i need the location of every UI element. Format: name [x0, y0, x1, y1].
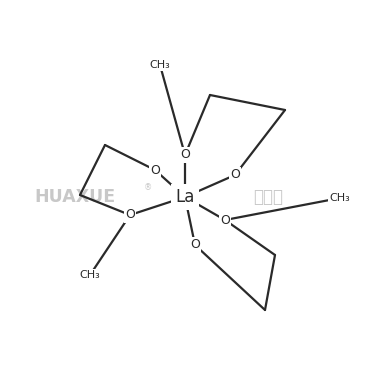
Text: HUAXUE: HUAXUE — [34, 188, 115, 206]
Text: O: O — [190, 238, 200, 252]
Text: O: O — [125, 209, 135, 221]
Text: La: La — [175, 188, 195, 206]
Text: O: O — [150, 164, 160, 176]
Text: CH₃: CH₃ — [80, 270, 100, 280]
Text: O: O — [180, 149, 190, 162]
Text: ®: ® — [144, 183, 152, 193]
Text: O: O — [220, 214, 230, 226]
Text: O: O — [230, 168, 240, 182]
Text: 化学册: 化学册 — [253, 188, 283, 206]
Text: CH₃: CH₃ — [149, 60, 170, 70]
Text: CH₃: CH₃ — [330, 193, 350, 203]
